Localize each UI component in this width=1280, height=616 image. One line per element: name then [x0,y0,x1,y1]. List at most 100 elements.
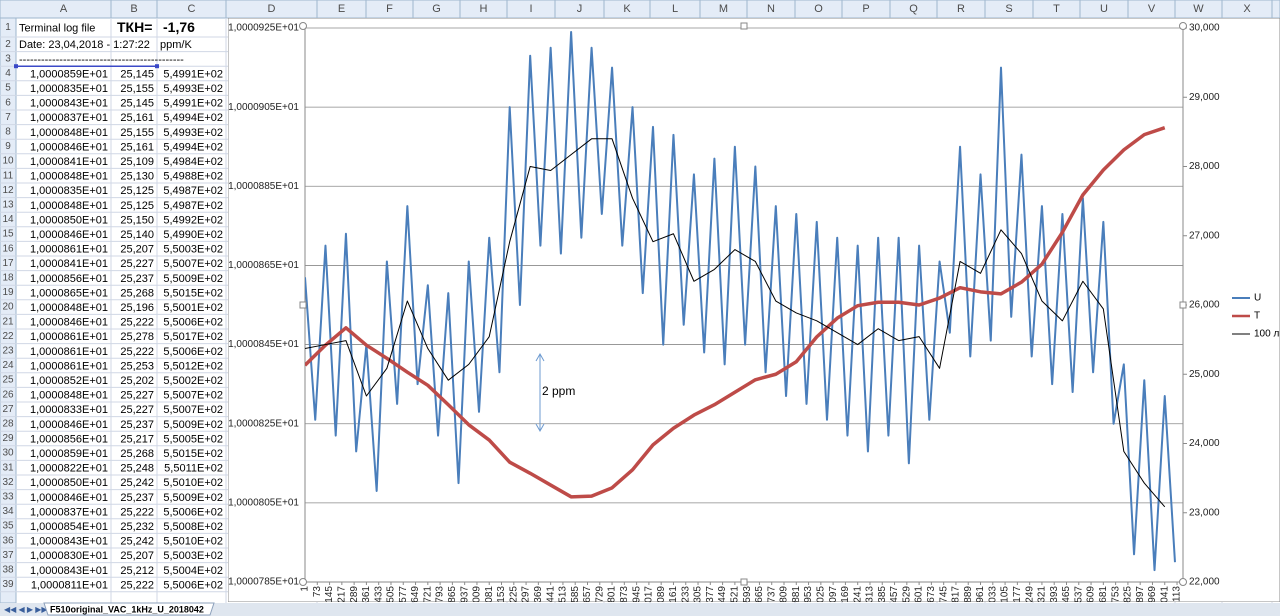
cell-text[interactable]: 25,125 [120,200,154,212]
cell-text[interactable]: 25,237 [120,273,154,285]
cell-text[interactable]: 1,0000841E+01 [30,156,108,168]
cell-text[interactable]: ----------------------------------------… [19,54,184,66]
cell-text[interactable]: 1,0000856E+01 [30,433,108,445]
cell-text[interactable]: 1,0000850E+01 [30,477,108,489]
cell-text[interactable]: 5,5006E+02 [163,579,223,591]
row-header[interactable]: 4 [5,68,11,79]
row-header[interactable]: 39 [2,579,14,590]
row-header[interactable]: 37 [2,550,14,561]
tab-nav[interactable]: ◀◀ ◀ ▶ ▶▶ [4,605,48,614]
cell-text[interactable]: 5,5006E+02 [163,317,223,329]
cell-text[interactable]: 5,5010E+02 [163,477,223,489]
cell-text[interactable]: 5,4993E+02 [163,127,223,139]
cell-text[interactable]: 1,0000811E+01 [31,579,108,591]
row-header[interactable]: 31 [2,462,14,473]
cell-text[interactable]: 5,5005E+02 [163,433,223,445]
cell-text[interactable]: 1,0000859E+01 [30,448,108,460]
column-header[interactable]: X [1243,3,1251,15]
row-header[interactable]: 30 [2,448,14,459]
active-tab[interactable] [43,602,215,616]
column-header[interactable]: Q [909,3,918,15]
cell-text[interactable]: 25,207 [120,550,154,562]
row-header[interactable]: 16 [2,243,14,254]
cell-text[interactable]: 5,5011E+02 [164,463,223,475]
cell-text[interactable]: 5,5017E+02 [163,331,223,343]
cell-text[interactable]: 25,222 [120,506,154,518]
cell-text[interactable]: 1,0000846E+01 [30,492,108,504]
cell-text[interactable]: 1,0000846E+01 [30,419,108,431]
row-header[interactable]: 35 [2,521,14,532]
row-header[interactable]: 15 [2,229,14,240]
cell-text[interactable]: 25,109 [120,156,154,168]
cell-text[interactable]: -1,76 [163,19,195,35]
cell-text[interactable]: 5,5007E+02 [163,404,223,416]
row-header[interactable]: 20 [2,302,14,313]
cell-text[interactable]: 25,222 [120,346,154,358]
column-header[interactable]: B [130,3,137,15]
column-header[interactable]: F [386,3,393,15]
row-header[interactable]: 1 [5,22,11,33]
resize-handle[interactable] [740,578,748,586]
cell-text[interactable]: 25,268 [120,448,154,460]
row-header[interactable]: 6 [5,97,11,108]
cell-text[interactable]: 5,4993E+02 [163,83,223,95]
column-header[interactable]: J [577,3,583,15]
cell-text[interactable]: 25,278 [120,331,154,343]
cell-text[interactable]: 25,125 [120,185,154,197]
cell-text[interactable]: 25,242 [120,536,154,548]
row-header[interactable]: 29 [2,433,14,444]
resize-handle[interactable] [299,22,307,30]
cell-text[interactable]: 5,5012E+02 [163,360,223,372]
cell-text[interactable]: 5,5004E+02 [163,565,223,577]
cell-text[interactable]: 1,0000848E+01 [30,127,108,139]
cell-text[interactable]: 1,0000848E+01 [30,302,108,314]
column-header[interactable]: L [672,3,678,15]
cell-text[interactable]: 25,130 [120,171,154,183]
resize-handle[interactable] [299,578,307,586]
cell-text[interactable]: 5,5003E+02 [163,550,223,562]
cell-text[interactable]: 1,0000859E+01 [30,68,108,80]
row-header[interactable]: 25 [2,375,14,386]
column-header[interactable]: A [60,3,68,15]
cell-text[interactable]: 1,0000852E+01 [30,375,108,387]
row-header[interactable]: 21 [2,316,14,327]
cell-text[interactable]: 25,155 [120,83,154,95]
cell-text[interactable]: 5,4987E+02 [163,200,223,212]
cell-text[interactable]: 1,0000837E+01 [30,112,108,124]
row-header[interactable]: 17 [2,258,14,269]
cell-text[interactable]: 25,232 [120,521,154,533]
cell-text[interactable]: 5,5009E+02 [163,492,223,504]
cell-text[interactable]: 1,0000846E+01 [30,317,108,329]
cell-text[interactable]: 5,4990E+02 [163,229,223,241]
cell-text[interactable]: 5,5015E+02 [163,448,223,460]
row-header[interactable]: 5 [5,83,11,94]
cell-text[interactable]: 1,0000843E+01 [30,98,108,110]
column-header[interactable]: E [338,3,345,15]
cell-text[interactable]: 25,212 [120,565,154,577]
row-header[interactable]: 10 [2,156,14,167]
cell-text[interactable]: 5,4992E+02 [163,214,223,226]
row-header[interactable]: 38 [2,565,14,576]
cell-text[interactable]: 1,0000854E+01 [30,521,108,533]
column-header[interactable]: M [719,3,728,15]
cell-text[interactable]: 5,4994E+02 [163,141,223,153]
row-header[interactable]: 23 [2,346,14,357]
column-header[interactable]: S [1005,3,1012,15]
cell-text[interactable]: 5,5006E+02 [163,346,223,358]
cell-text[interactable]: 5,4991E+02 [163,68,223,80]
cell-text[interactable]: 25,268 [120,287,154,299]
row-header[interactable]: 24 [2,360,14,371]
resize-handle[interactable] [299,301,307,309]
column-header[interactable]: O [814,3,823,15]
row-header[interactable]: 8 [5,127,11,138]
cell-text[interactable]: 25,227 [120,258,154,270]
cell-text[interactable]: 25,248 [120,463,154,475]
row-header[interactable]: 36 [2,535,14,546]
cell-text[interactable]: 1,0000850E+01 [30,214,108,226]
cell-text[interactable]: 25,196 [120,302,154,314]
cell-text[interactable]: 1,0000861E+01 [30,360,108,372]
cell-text[interactable]: 25,161 [120,112,154,124]
cell-text[interactable]: 5,5010E+02 [163,536,223,548]
cell-text[interactable]: 1,0000861E+01 [30,331,108,343]
cell-text[interactable]: Terminal log file [19,22,95,34]
